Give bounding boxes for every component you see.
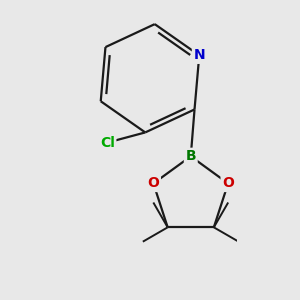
Text: B: B xyxy=(185,149,196,163)
Text: Cl: Cl xyxy=(100,136,115,150)
Text: O: O xyxy=(148,176,159,190)
Text: O: O xyxy=(222,176,234,190)
Text: N: N xyxy=(194,48,205,62)
